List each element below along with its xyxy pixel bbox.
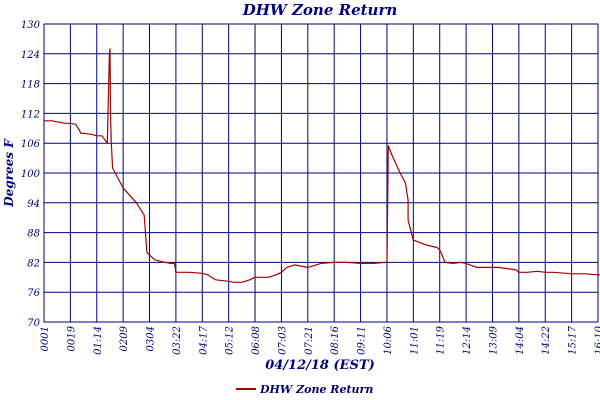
x-tick-label: 01:14 — [93, 326, 104, 355]
x-tick-label: 07:21 — [304, 326, 315, 355]
x-tick-label: 0001 — [40, 326, 51, 351]
tick-labels: 70 76 82 88 94 100 106 112 118 124 130 0001 0019 01:1… — [21, 20, 600, 355]
y-tick-label: 76 — [27, 288, 40, 299]
y-tick-label: 106 — [21, 139, 41, 150]
x-tick-label: 04:17 — [198, 325, 209, 354]
x-tick-label: 08:16 — [330, 325, 341, 354]
legend-label: DHW Zone Return — [259, 383, 373, 396]
x-axis-label: 04/12/18 (EST) — [265, 358, 375, 373]
x-tick-label: 0019 — [66, 325, 77, 351]
x-tick-label: 13:09 — [488, 325, 499, 354]
x-tick-label: 14:22 — [541, 326, 552, 355]
y-tick-label: 82 — [27, 258, 40, 269]
grid-lines — [43, 23, 599, 323]
x-tick-label: 09:11 — [357, 326, 368, 355]
y-tick-label: 118 — [21, 80, 40, 91]
y-tick-label: 130 — [21, 20, 41, 31]
plot-frame — [43, 23, 599, 323]
y-tick-label: 124 — [21, 50, 40, 61]
series-line — [44, 48, 600, 283]
x-tick-label: 0304 — [146, 326, 157, 351]
legend: DHW Zone Return — [236, 383, 373, 396]
chart-title: DHW Zone Return — [242, 1, 398, 19]
x-tick-label: 11:01 — [409, 326, 420, 355]
y-tick-label: 88 — [27, 229, 40, 240]
x-tick-label: 07:03 — [277, 326, 288, 355]
x-tick-label: 0209 — [119, 325, 130, 351]
x-tick-label: 10:06 — [383, 325, 394, 354]
x-tick-label: 11:19 — [436, 325, 447, 354]
y-tick-label: 100 — [21, 169, 41, 180]
x-tick-label: 06:08 — [251, 326, 262, 355]
x-tick-label: 16:10 — [594, 325, 600, 354]
y-axis-label: Degrees F — [2, 138, 16, 208]
series-lines — [44, 48, 600, 283]
x-tick-label: 12:14 — [462, 326, 473, 355]
x-tick-label: 15:17 — [568, 325, 579, 354]
y-tick-label: 112 — [21, 109, 40, 120]
x-tick-label: 05:12 — [225, 326, 236, 355]
y-tick-label: 70 — [27, 318, 40, 329]
x-tick-label: 03:22 — [172, 326, 183, 355]
y-tick-label: 94 — [27, 199, 40, 210]
x-tick-label: 14:04 — [515, 326, 526, 355]
